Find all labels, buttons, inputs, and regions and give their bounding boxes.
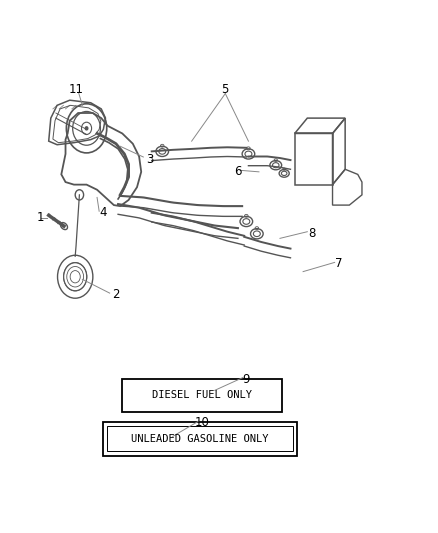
Text: UNLEADED GASOLINE ONLY: UNLEADED GASOLINE ONLY (131, 434, 269, 444)
Text: 11: 11 (68, 84, 84, 96)
Text: 2: 2 (112, 288, 120, 301)
Text: 9: 9 (243, 373, 250, 385)
Text: 3: 3 (146, 152, 153, 166)
Text: 7: 7 (335, 257, 343, 270)
Text: 4: 4 (99, 206, 107, 219)
Text: 10: 10 (195, 416, 210, 429)
Text: 5: 5 (222, 84, 229, 96)
Text: DIESEL FUEL ONLY: DIESEL FUEL ONLY (152, 391, 252, 400)
Text: 1: 1 (36, 212, 44, 224)
Circle shape (85, 127, 88, 130)
Text: 8: 8 (308, 227, 315, 240)
Text: 6: 6 (234, 165, 242, 179)
